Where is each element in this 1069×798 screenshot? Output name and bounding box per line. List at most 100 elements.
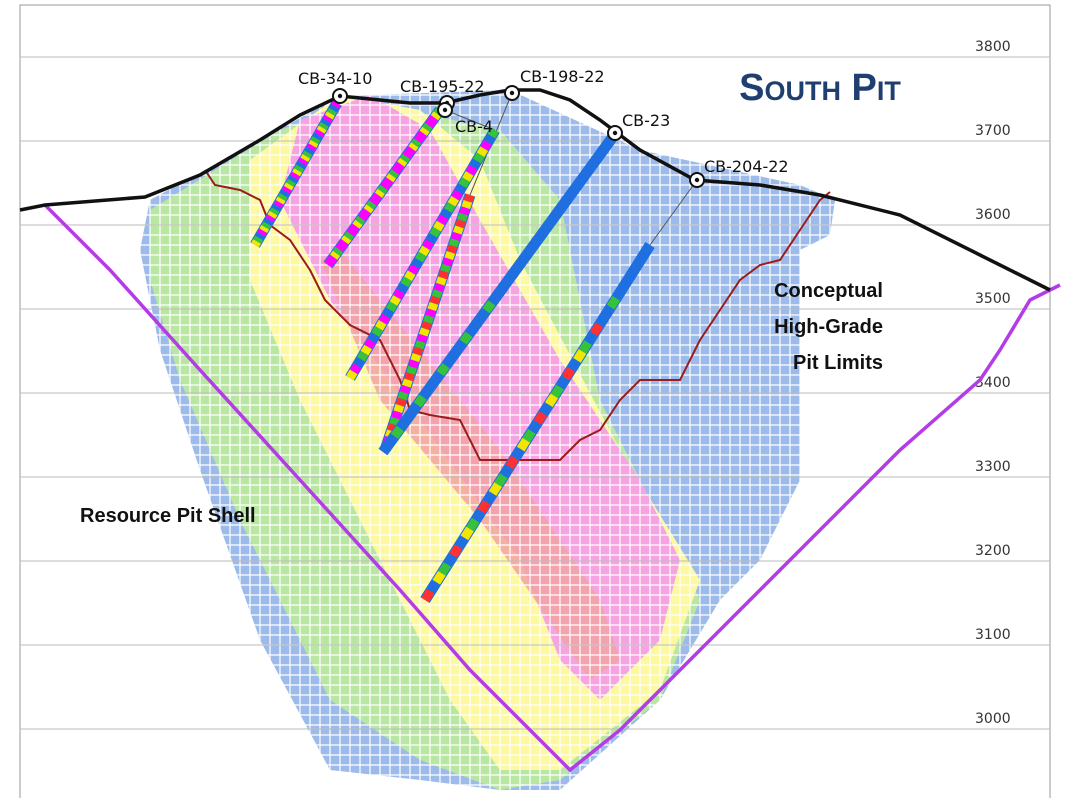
hole-interval [304, 146, 315, 155]
elevation-label: 3700 [975, 123, 1011, 139]
hole-interval [391, 410, 403, 420]
hole-interval [281, 185, 292, 195]
hole-interval [419, 386, 433, 400]
hole-interval [427, 301, 439, 312]
hole-interval [453, 339, 467, 353]
hole-interval [528, 420, 542, 434]
hole-interval [306, 143, 317, 152]
hole-interval [455, 219, 466, 229]
hole-interval [505, 455, 519, 470]
hole-interval [396, 417, 410, 432]
hole-interval [385, 301, 398, 313]
hole-interval [388, 169, 399, 179]
hole-interval [327, 254, 338, 264]
hole-interval [310, 136, 321, 145]
hole-trace [444, 109, 496, 131]
hole-interval [283, 182, 294, 191]
hole-interval [461, 199, 473, 210]
pit-shell-label: Resource Pit Shell [80, 505, 256, 527]
hole-interval [480, 140, 492, 151]
hole-interval [425, 233, 438, 244]
hole-interval [449, 544, 463, 559]
hole-interval [421, 321, 432, 331]
hole-interval [476, 308, 490, 322]
hole-interval [438, 562, 452, 576]
hole-interval [413, 394, 427, 408]
elevation-label: 3800 [975, 39, 1011, 55]
hole-interval [499, 276, 513, 290]
hole-interval [355, 215, 366, 226]
elevation-label: 3300 [975, 459, 1011, 475]
drill-hole-label: CB-198-22 [520, 67, 605, 86]
hole-interval [544, 393, 559, 408]
hole-interval [444, 250, 456, 261]
hole-interval [259, 224, 270, 234]
hole-interval [412, 346, 424, 356]
hole-interval [324, 258, 335, 268]
hole-interval [374, 188, 385, 198]
hole-interval [378, 313, 391, 325]
hole-interval [511, 446, 525, 461]
elevation-label: 3500 [975, 291, 1011, 307]
hole-interval [584, 331, 598, 346]
pit-limits-label: Pit Limits [793, 352, 883, 374]
elevation-label: 3000 [975, 711, 1011, 727]
elevation-label: 3100 [975, 627, 1011, 643]
high-grade-pit [204, 169, 831, 461]
hole-interval [298, 157, 309, 166]
hole-interval [447, 195, 460, 207]
collar-dot [442, 107, 448, 113]
hole-interval [433, 220, 445, 232]
hole-interval [352, 219, 363, 229]
hole-interval [606, 295, 621, 310]
hole-interval [385, 173, 397, 183]
drill-hole-label: CB-23 [622, 111, 670, 130]
hole-interval [401, 378, 413, 388]
hole-interval [267, 210, 278, 219]
hole-interval [399, 153, 411, 164]
hole-interval [451, 189, 463, 201]
collar-dot [694, 177, 700, 183]
hole-interval [454, 535, 469, 550]
hole-interval [338, 239, 349, 249]
hole-interval [288, 175, 298, 184]
hole-interval [404, 372, 415, 382]
hole-interval [488, 292, 502, 306]
hole-interval [454, 183, 467, 195]
hole-interval [331, 100, 341, 109]
hole-interval [482, 300, 496, 314]
hole-interval [487, 127, 499, 139]
elevation-label: 3600 [975, 207, 1011, 223]
hole-interval [457, 212, 468, 222]
hole-interval [433, 282, 445, 293]
hole-interval [440, 263, 451, 273]
hole-interval [292, 168, 302, 177]
hole-interval [410, 352, 422, 363]
hole-interval [411, 257, 423, 269]
hole-interval [435, 276, 447, 286]
hole-interval [418, 327, 430, 337]
hole-interval [421, 588, 435, 603]
hole-interval [324, 111, 335, 120]
hole-interval [263, 217, 274, 226]
hole-interval [377, 184, 388, 195]
drill-hole-label: CB-204-22 [704, 157, 789, 176]
hole-interval [296, 161, 307, 170]
hole-interval [539, 402, 553, 417]
hole-interval [371, 192, 383, 202]
hole-interval [422, 122, 433, 133]
hole-interval [399, 384, 411, 395]
hole-interval [269, 207, 280, 216]
hole-interval [408, 142, 419, 152]
hole-interval [460, 526, 474, 541]
hole-interval [573, 349, 587, 363]
hole-interval [640, 242, 654, 257]
hole-interval [375, 319, 387, 331]
hole-interval [265, 214, 276, 223]
hole-interval [390, 425, 404, 439]
hole-interval [382, 307, 394, 319]
hole-interval [442, 257, 454, 267]
hole-interval [300, 153, 311, 163]
hole-interval [349, 223, 360, 233]
hole-interval [436, 214, 449, 226]
